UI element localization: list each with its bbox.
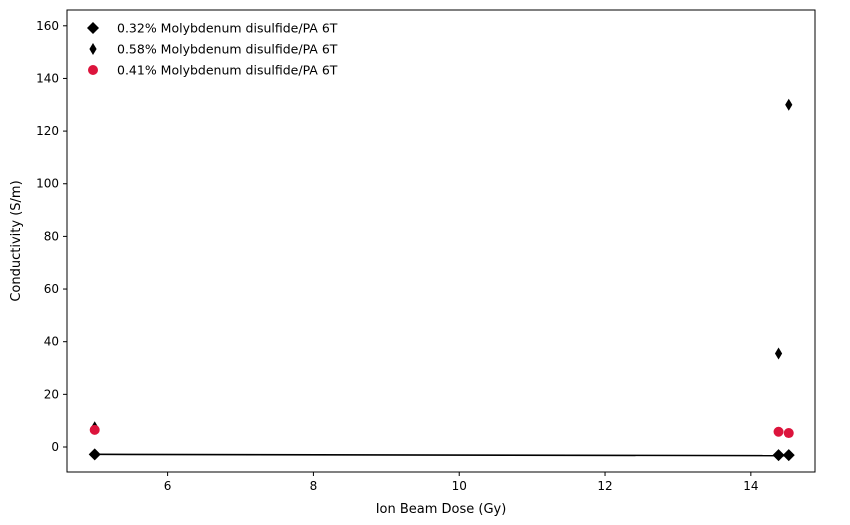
y-tick-label: 20 bbox=[44, 387, 59, 401]
data-point-series-3 bbox=[783, 428, 794, 439]
y-axis-label: Conductivity (S/m) bbox=[9, 180, 24, 301]
legend-marker-2 bbox=[89, 43, 97, 55]
y-tick-label: 0 bbox=[51, 440, 59, 454]
y-tick-label: 80 bbox=[44, 229, 59, 243]
legend-label-2: 0.58% Molybdenum disulfide/PA 6T bbox=[117, 42, 338, 57]
legend-marker-1 bbox=[87, 22, 99, 34]
x-tick-label: 6 bbox=[164, 479, 172, 493]
y-tick-label: 60 bbox=[44, 282, 59, 296]
y-tick-label: 40 bbox=[44, 335, 59, 349]
y-tick-label: 120 bbox=[36, 124, 59, 138]
y-tick-label: 100 bbox=[36, 177, 59, 191]
plot-area-frame bbox=[66, 9, 816, 473]
data-point-series-3 bbox=[89, 424, 100, 435]
y-axis: 0 20 40 60 80 100 120 140 160 bbox=[36, 19, 67, 454]
data-point-series-3 bbox=[773, 426, 784, 437]
y-tick-label: 160 bbox=[36, 19, 59, 33]
data-point-series-2 bbox=[774, 347, 783, 360]
legend-marker-3 bbox=[88, 65, 98, 75]
x-tick-label: 8 bbox=[310, 479, 318, 493]
legend: 0.32% Molybdenum disulfide/PA 6T 0.58% Mo… bbox=[87, 21, 338, 78]
data-point-series-2 bbox=[785, 98, 793, 111]
data-point-series-1 bbox=[772, 449, 785, 462]
y-tick-label: 140 bbox=[36, 71, 59, 85]
x-tick-label: 10 bbox=[452, 479, 467, 493]
x-axis-label: Ion Beam Dose (Gy) bbox=[376, 502, 507, 517]
x-axis: 6 8 10 12 14 bbox=[164, 472, 758, 493]
plot-marks bbox=[88, 98, 795, 462]
x-tick-label: 14 bbox=[743, 479, 758, 493]
data-point-series-1 bbox=[782, 449, 795, 462]
legend-label-3: 0.41% Molybdenum disulfide/PA 6T bbox=[117, 63, 338, 78]
data-point-series-1 bbox=[88, 448, 101, 461]
fit-line bbox=[94, 453, 789, 457]
x-tick-label: 12 bbox=[597, 479, 612, 493]
legend-label-1: 0.32% Molybdenum disulfide/PA 6T bbox=[117, 21, 338, 36]
